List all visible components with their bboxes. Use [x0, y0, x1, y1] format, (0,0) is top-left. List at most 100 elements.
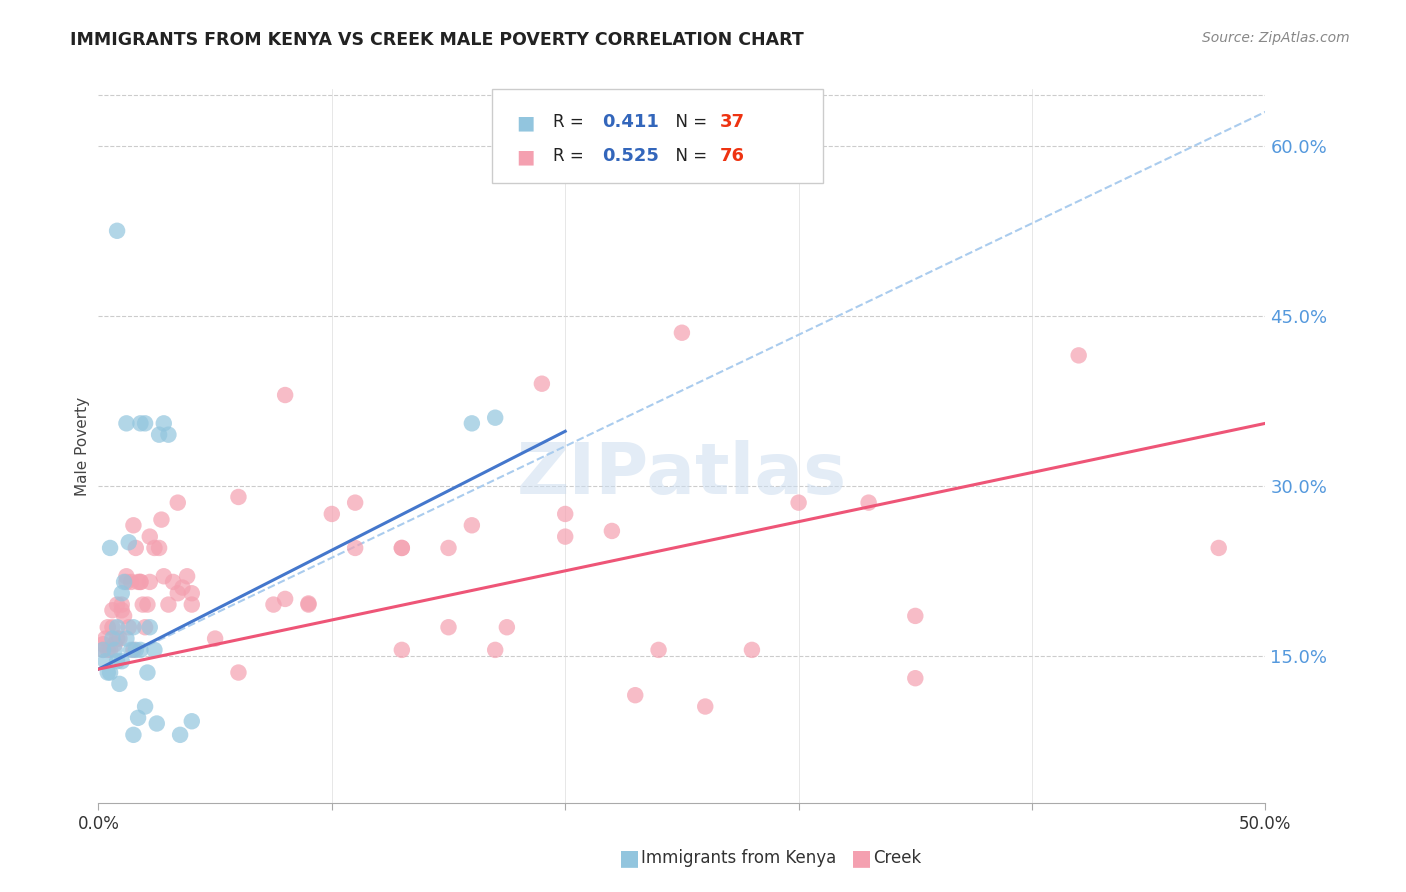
- Point: [105, 598, 128, 612]
- Point: [134, 620, 156, 634]
- Point: [180, 586, 202, 600]
- Point: [115, 574, 138, 589]
- Point: [129, 417, 152, 431]
- Text: Source: ZipAtlas.com: Source: ZipAtlas.com: [1202, 31, 1350, 45]
- Point: [176, 569, 198, 583]
- Point: [105, 224, 128, 238]
- Point: [139, 530, 162, 544]
- Point: [148, 541, 170, 555]
- Text: ■: ■: [619, 848, 640, 868]
- Point: [120, 643, 142, 657]
- Point: [122, 728, 145, 742]
- Point: [1208, 541, 1230, 555]
- Point: [139, 620, 162, 634]
- Text: 0.411: 0.411: [602, 113, 658, 131]
- Point: [152, 417, 174, 431]
- Point: [105, 632, 128, 646]
- Text: R =: R =: [553, 147, 589, 165]
- Point: [741, 643, 763, 657]
- Point: [461, 518, 484, 533]
- Text: ■: ■: [851, 848, 872, 868]
- Point: [111, 603, 134, 617]
- Point: [129, 643, 152, 657]
- Point: [530, 376, 553, 391]
- Point: [858, 495, 880, 509]
- Point: [152, 569, 174, 583]
- Point: [91, 643, 114, 657]
- Point: [904, 608, 927, 623]
- Point: [262, 598, 284, 612]
- Point: [484, 410, 506, 425]
- Point: [118, 535, 141, 549]
- Point: [101, 632, 124, 646]
- Point: [391, 541, 413, 555]
- Point: [787, 495, 810, 509]
- Point: [274, 591, 297, 606]
- Point: [166, 586, 188, 600]
- Point: [122, 620, 145, 634]
- Point: [495, 620, 517, 634]
- Point: [112, 574, 135, 589]
- Point: [344, 495, 367, 509]
- Point: [134, 417, 156, 431]
- Point: [129, 574, 152, 589]
- Text: Creek: Creek: [873, 849, 921, 867]
- Point: [180, 714, 202, 729]
- Point: [98, 643, 121, 657]
- Point: [105, 620, 128, 634]
- Point: [94, 654, 117, 668]
- Point: [101, 603, 124, 617]
- Point: [150, 513, 173, 527]
- Point: [554, 530, 576, 544]
- Text: ■: ■: [516, 147, 534, 166]
- Point: [97, 643, 120, 657]
- Point: [112, 608, 135, 623]
- Point: [228, 490, 250, 504]
- Point: [344, 541, 367, 555]
- Text: 76: 76: [720, 147, 745, 165]
- Point: [125, 541, 148, 555]
- Point: [169, 728, 191, 742]
- Point: [98, 541, 121, 555]
- Point: [228, 665, 250, 680]
- Point: [172, 581, 194, 595]
- Text: N =: N =: [665, 147, 713, 165]
- Point: [129, 574, 152, 589]
- Text: IMMIGRANTS FROM KENYA VS CREEK MALE POVERTY CORRELATION CHART: IMMIGRANTS FROM KENYA VS CREEK MALE POVE…: [70, 31, 804, 49]
- Point: [101, 620, 124, 634]
- Point: [647, 643, 669, 657]
- Point: [115, 632, 138, 646]
- Point: [297, 597, 319, 611]
- Point: [98, 665, 121, 680]
- Point: [91, 643, 114, 657]
- Point: [600, 524, 623, 538]
- Point: [204, 632, 226, 646]
- Point: [437, 620, 460, 634]
- Y-axis label: Male Poverty: Male Poverty: [75, 396, 90, 496]
- Point: [461, 417, 484, 431]
- Point: [148, 427, 170, 442]
- Point: [695, 699, 717, 714]
- Point: [624, 688, 647, 702]
- Point: [125, 643, 148, 657]
- Point: [134, 699, 156, 714]
- Point: [97, 620, 120, 634]
- Point: [111, 654, 134, 668]
- Point: [321, 507, 343, 521]
- Point: [115, 417, 138, 431]
- Point: [136, 598, 159, 612]
- Point: [108, 677, 131, 691]
- Point: [143, 643, 166, 657]
- Text: ■: ■: [516, 113, 534, 132]
- Point: [554, 507, 576, 521]
- Point: [127, 711, 149, 725]
- Point: [671, 326, 693, 340]
- Point: [1067, 348, 1090, 362]
- Text: Immigrants from Kenya: Immigrants from Kenya: [641, 849, 837, 867]
- Text: R =: R =: [553, 113, 589, 131]
- Point: [122, 518, 145, 533]
- Text: 37: 37: [720, 113, 745, 131]
- Point: [166, 495, 188, 509]
- Point: [297, 598, 319, 612]
- Point: [108, 632, 131, 646]
